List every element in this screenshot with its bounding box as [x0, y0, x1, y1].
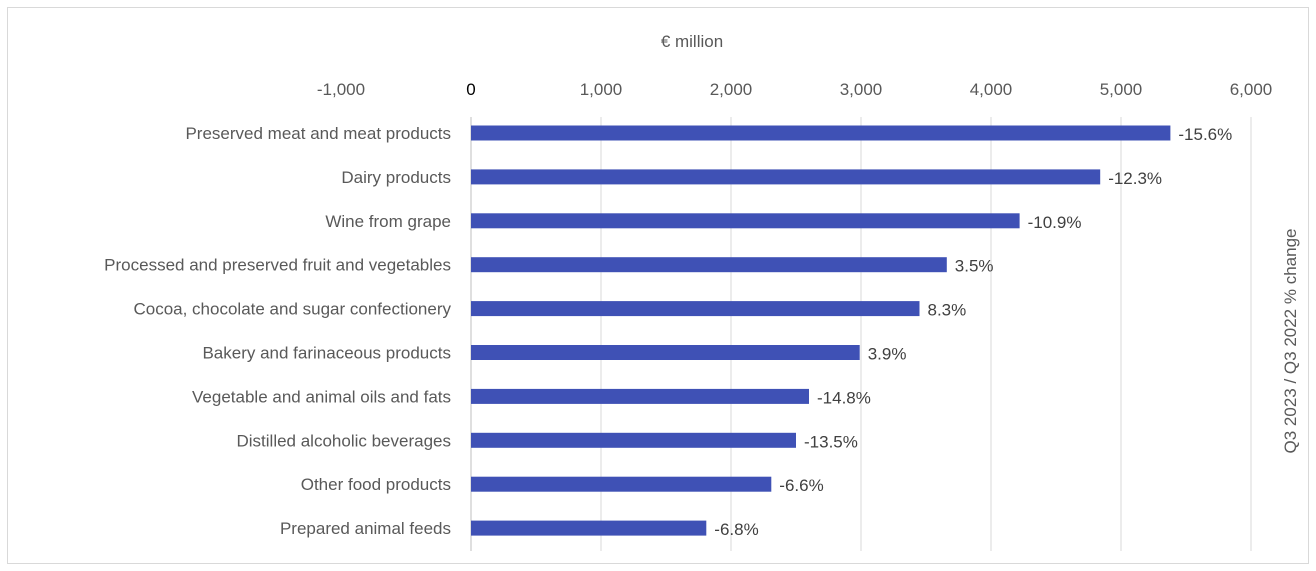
data-label: -6.6%	[779, 476, 823, 495]
x-tick-label: 4,000	[970, 80, 1013, 99]
data-label: -14.8%	[817, 388, 871, 407]
chart-frame	[7, 7, 1309, 564]
x-tick-label: 2,000	[710, 80, 753, 99]
data-label: -10.9%	[1028, 213, 1082, 232]
bar	[471, 345, 860, 360]
category-labels: Preserved meat and meat products Dairy pr…	[104, 124, 451, 538]
bar	[471, 213, 1020, 229]
category-label: Bakery and farinaceous products	[202, 344, 451, 363]
category-label: Preserved meat and meat products	[185, 124, 451, 143]
category-label: Wine from grape	[325, 212, 451, 231]
x-axis-title: € million	[661, 32, 723, 51]
x-tick-label: 0	[466, 80, 475, 99]
data-label: 3.5%	[955, 257, 994, 276]
secondary-axis-title: Q3 2023 / Q3 2022 % change	[1281, 229, 1300, 454]
data-label: -13.5%	[804, 432, 858, 451]
data-label: 3.9%	[868, 345, 907, 364]
bar	[471, 125, 1171, 141]
category-label: Other food products	[301, 475, 451, 494]
bar	[471, 520, 707, 536]
category-label: Vegetable and animal oils and fats	[192, 387, 451, 406]
category-label: Prepared animal feeds	[280, 519, 451, 538]
x-tick-label: 1,000	[580, 80, 623, 99]
category-label: Cocoa, chocolate and sugar confectionery	[133, 300, 451, 319]
bar	[471, 257, 947, 273]
data-label: -6.8%	[714, 520, 758, 539]
bar	[471, 476, 772, 492]
x-tick-label: 5,000	[1100, 80, 1143, 99]
bar	[471, 388, 809, 404]
data-label: -12.3%	[1108, 169, 1162, 188]
bar	[471, 169, 1101, 185]
data-label: 8.3%	[928, 301, 967, 320]
bars	[471, 125, 1171, 536]
category-label: Distilled alcoholic beverages	[236, 431, 451, 450]
x-tick-label: -1,000	[317, 80, 365, 99]
data-labels: -15.6% -12.3% -10.9% 3.5% 8.3% 3.9% -14.8% -13.…	[714, 125, 1232, 539]
x-tick-label: 3,000	[840, 80, 883, 99]
bar	[471, 301, 920, 317]
x-tick-label: 6,000	[1230, 80, 1273, 99]
bar	[471, 432, 796, 448]
category-label: Dairy products	[341, 168, 451, 187]
category-label: Processed and preserved fruit and vegeta…	[104, 256, 451, 275]
x-tick-labels: -1,000 0 1,000 2,000 3,000 4,000 5,000 6,000	[317, 80, 1272, 99]
data-label: -15.6%	[1178, 125, 1232, 144]
